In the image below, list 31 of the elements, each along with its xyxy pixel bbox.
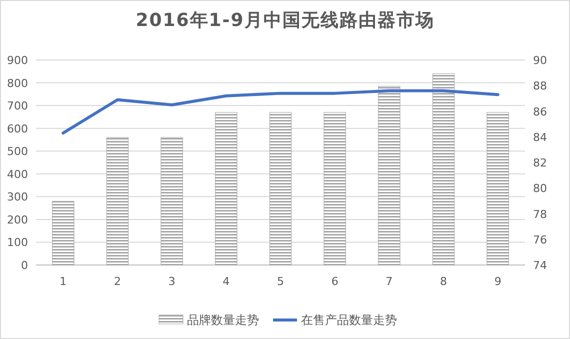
x-tick-label: 5: [277, 275, 284, 288]
y2-tick-label: 78: [533, 208, 547, 221]
y2-tick-label: 86: [533, 105, 547, 118]
y-tick-label: 300: [7, 190, 28, 204]
y-tick-label: 800: [7, 76, 28, 90]
x-tick-label: 9: [494, 275, 502, 288]
legend-label: 在售产品数量走势: [301, 313, 397, 327]
y-tick-label: 200: [7, 213, 28, 226]
x-tick-label: 6: [331, 275, 338, 288]
x-tick-label: 8: [440, 275, 447, 288]
x-tick-label: 4: [222, 275, 230, 288]
y2-tick-label: 76: [533, 233, 547, 246]
y-tick-label: 500: [7, 145, 28, 158]
y2-tick-label: 80: [533, 182, 547, 196]
y2-tick-label: 88: [533, 80, 547, 93]
y-tick-label: 100: [7, 236, 28, 250]
y2-tick-label: 84: [533, 130, 547, 144]
chart-title: 2016年1-9月中国无线路由器市场: [136, 10, 434, 31]
y-tick-label: 400: [7, 168, 28, 181]
y2-tick-label: 82: [533, 156, 547, 170]
y2-tick-label: 90: [533, 54, 547, 67]
x-tick-label: 2: [114, 275, 121, 288]
legend-label: 品牌数量走势: [187, 313, 259, 327]
x-tick-label: 3: [168, 275, 176, 288]
x-tick-label: 7: [386, 275, 393, 288]
y-tick-label: 700: [7, 100, 28, 113]
y-tick-label: 600: [7, 122, 28, 136]
y-tick-label: 0: [21, 259, 28, 272]
x-tick-label: 1: [60, 275, 67, 288]
y-tick-label: 900: [7, 54, 28, 67]
y2-tick-label: 74: [533, 259, 547, 272]
